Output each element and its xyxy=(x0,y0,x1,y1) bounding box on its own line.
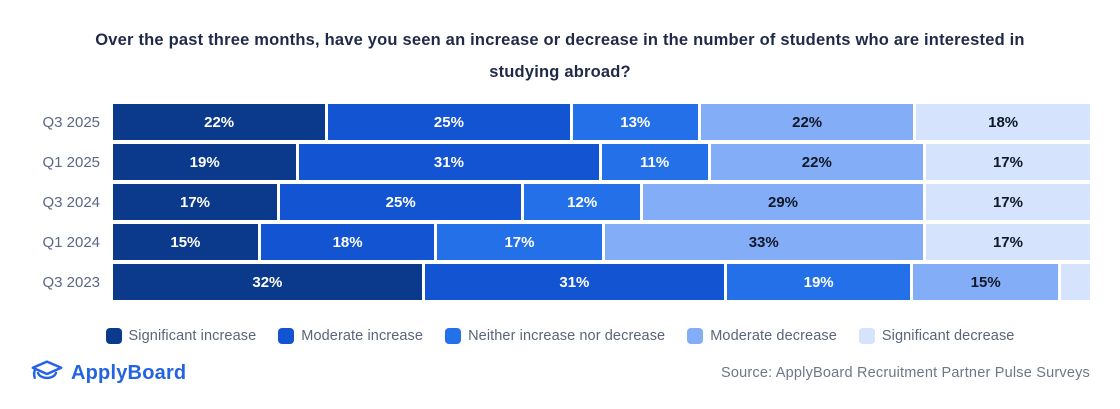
legend-label: Moderate decrease xyxy=(710,328,837,345)
bar-segment: 31% xyxy=(424,264,724,301)
bar-segment: 22% xyxy=(710,144,923,181)
bar-segment: 29% xyxy=(643,184,923,221)
chart-row: Q1 2024 15% 18% 17% 33% 17% xyxy=(30,224,1090,261)
bar-segment: 15% xyxy=(913,264,1059,301)
chart-title: Over the past three months, have you see… xyxy=(30,24,1090,88)
bar-segment: 19% xyxy=(726,264,911,301)
legend-item: Moderate increase xyxy=(278,328,424,345)
legend-label: Neither increase nor decrease xyxy=(468,328,666,345)
bar-track: 17% 25% 12% 29% 17% xyxy=(113,184,1090,221)
legend-label: Moderate increase xyxy=(301,328,424,345)
chart-legend: Significant increase Moderate increase Nei… xyxy=(30,328,1090,345)
legend-item: Moderate decrease xyxy=(687,328,837,345)
bar-segment: 17% xyxy=(437,224,602,261)
bar-track: 22% 25% 13% 22% 18% xyxy=(113,104,1090,141)
legend-item: Significant decrease xyxy=(858,328,1015,345)
bar-segment: 25% xyxy=(280,184,522,221)
category-label: Q3 2023 xyxy=(42,273,100,291)
bar-segment: 17% xyxy=(925,224,1090,261)
bar-segment: 25% xyxy=(328,104,570,141)
bar-segment: 11% xyxy=(601,144,708,181)
brand-wordmark: ApplyBoard xyxy=(71,361,187,384)
legend-swatch xyxy=(105,328,122,345)
stacked-bar-chart: Q3 2025 22% 25% 13% 22% 18% Q1 2025 19% 31% 11% 22… xyxy=(30,104,1090,304)
bar-track: 19% 31% 11% 22% 17% xyxy=(113,144,1090,181)
bar-segment: 18% xyxy=(260,224,435,261)
legend-item: Neither increase nor decrease xyxy=(445,328,666,345)
legend-label: Significant decrease xyxy=(881,328,1015,345)
source-attribution: Source: ApplyBoard Recruitment Partner P… xyxy=(720,365,1090,382)
chart-title-line-1: Over the past three months, have you see… xyxy=(95,31,1025,49)
legend-swatch xyxy=(858,328,875,345)
category-label: Q1 2025 xyxy=(42,153,100,171)
category-label: Q3 2024 xyxy=(42,193,100,211)
category-label: Q3 2025 xyxy=(42,113,100,131)
bar-segment: 17% xyxy=(113,184,278,221)
bar-segment: 31% xyxy=(299,144,599,181)
bar-segment: 12% xyxy=(524,184,641,221)
legend-swatch xyxy=(687,328,704,345)
chart-row: Q3 2025 22% 25% 13% 22% 18% xyxy=(30,104,1090,141)
bar-segment xyxy=(1061,264,1090,301)
chart-row: Q3 2023 32% 31% 19% 15% xyxy=(30,264,1090,301)
bar-segment: 19% xyxy=(113,144,297,181)
bar-segment: 22% xyxy=(701,104,914,141)
chart-row: Q3 2024 17% 25% 12% 29% 17% xyxy=(30,184,1090,221)
bar-segment: 22% xyxy=(113,104,326,141)
bar-segment: 33% xyxy=(604,224,923,261)
bar-segment: 17% xyxy=(925,184,1090,221)
legend-swatch xyxy=(445,328,462,345)
chart-row: Q1 2025 19% 31% 11% 22% 17% xyxy=(30,144,1090,181)
bar-segment: 32% xyxy=(113,264,422,301)
bar-segment: 13% xyxy=(572,104,698,141)
chart-title-line-2: studying abroad? xyxy=(489,63,631,82)
graduation-cap-icon xyxy=(30,358,64,388)
bar-segment: 15% xyxy=(113,224,258,261)
category-label: Q1 2024 xyxy=(42,233,100,251)
footer: ApplyBoard Source: ApplyBoard Recruitmen… xyxy=(30,358,1090,388)
brand-logo: ApplyBoard xyxy=(30,358,186,388)
legend-label: Significant increase xyxy=(128,328,257,345)
legend-item: Significant increase xyxy=(105,328,257,345)
bar-track: 32% 31% 19% 15% xyxy=(113,264,1090,301)
legend-swatch xyxy=(278,328,295,345)
bar-segment: 18% xyxy=(916,104,1090,141)
bar-track: 15% 18% 17% 33% 17% xyxy=(113,224,1090,261)
bar-segment: 17% xyxy=(925,144,1090,181)
